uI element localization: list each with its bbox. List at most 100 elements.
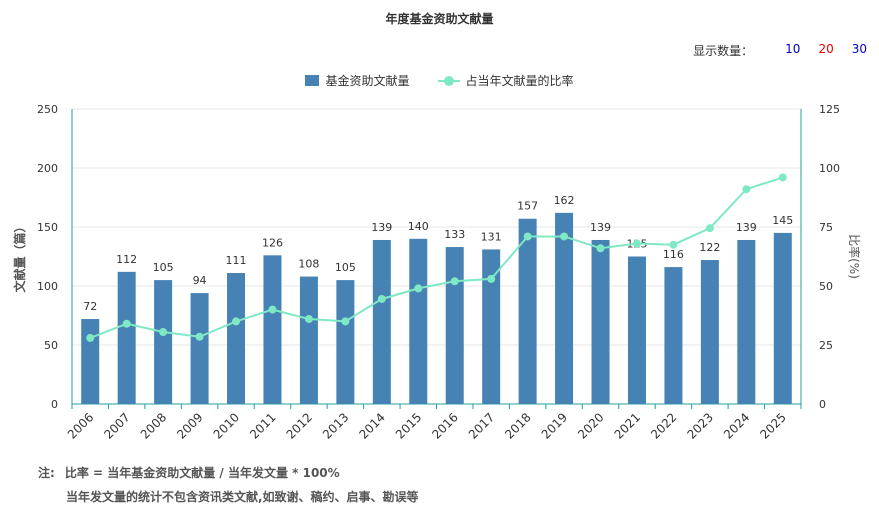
show-count-label: 显示数量： xyxy=(693,44,754,58)
line-point xyxy=(632,239,641,248)
line-point xyxy=(414,284,423,293)
bar-data-label: 72 xyxy=(83,300,97,313)
x-tick-label: 2022 xyxy=(648,410,679,441)
x-tick-label: 2024 xyxy=(721,410,752,441)
bar-data-label: 133 xyxy=(444,228,465,241)
bar-data-label: 111 xyxy=(226,254,247,267)
x-tick-label: 2008 xyxy=(138,410,169,441)
bar xyxy=(737,239,756,404)
bar-data-label: 139 xyxy=(371,221,392,234)
bar xyxy=(263,255,282,404)
note-text-1: 比率 = 当年基金资助文献量 / 当年发文量 * 100% xyxy=(64,466,340,480)
x-tick-label: 2006 xyxy=(65,410,96,441)
line-point xyxy=(596,244,605,253)
line-point xyxy=(742,185,751,194)
line-point xyxy=(377,294,386,303)
x-tick-label: 2018 xyxy=(502,410,533,441)
y-tick-label: 150 xyxy=(37,221,58,234)
bar-data-label: 162 xyxy=(554,194,575,207)
bar xyxy=(154,280,173,404)
show-count-option-10[interactable]: 10 xyxy=(785,42,801,56)
line-series xyxy=(89,176,784,339)
bar xyxy=(117,271,136,404)
bar xyxy=(227,273,246,404)
line-point xyxy=(232,317,241,326)
bar xyxy=(299,276,318,404)
bar xyxy=(555,212,574,404)
line-point xyxy=(304,315,313,324)
bar-data-label: 139 xyxy=(736,221,757,234)
line-point xyxy=(560,232,569,241)
x-tick-label: 2019 xyxy=(539,410,570,441)
bar xyxy=(700,260,719,404)
bar xyxy=(81,319,100,404)
chart-legend: 基金资助文献量 占当年文献量的比率 xyxy=(0,72,879,89)
x-tick-label: 2015 xyxy=(393,410,424,441)
bar-data-label: 105 xyxy=(335,261,356,274)
chart-canvas: 0 50 100 150 200 250 0 25 50 75 100 125 72 112 105 94 11… xyxy=(12,103,862,442)
line-point xyxy=(669,240,678,249)
bar xyxy=(591,239,610,404)
x-tick-label: 2017 xyxy=(466,410,497,441)
y2-tick-label: 25 xyxy=(819,339,833,352)
legend-label-bar: 基金资助文献量 xyxy=(325,74,410,88)
bar xyxy=(409,238,428,404)
chart-title: 年度基金资助文献量 xyxy=(385,12,494,26)
x-tick-label: 2007 xyxy=(101,410,132,441)
bar-data-label: 126 xyxy=(262,236,283,249)
bar xyxy=(664,267,683,404)
y-tick-label: 250 xyxy=(37,103,58,116)
line-point xyxy=(159,328,168,337)
line-point xyxy=(487,274,496,283)
x-tick-label: 2011 xyxy=(247,410,278,441)
y2-tick-label: 0 xyxy=(819,398,826,411)
bar xyxy=(773,232,792,404)
x-tick-label: 2013 xyxy=(320,410,351,441)
y-tick-label: 0 xyxy=(51,398,58,411)
x-tick-label: 2010 xyxy=(211,410,242,441)
x-tick-label: 2014 xyxy=(356,410,387,441)
bar-data-label: 112 xyxy=(116,253,137,266)
bar-data-label: 157 xyxy=(517,200,538,213)
line-point xyxy=(86,333,95,342)
show-count-option-30[interactable]: 30 xyxy=(851,42,867,56)
x-tick-label: 2016 xyxy=(429,410,460,441)
legend-label-line: 占当年文献量的比率 xyxy=(465,74,574,88)
bar xyxy=(372,239,391,404)
x-tick-label: 2009 xyxy=(174,410,205,441)
x-tick-label: 2025 xyxy=(757,410,788,441)
legend-bar-swatch xyxy=(305,75,320,86)
line-point xyxy=(523,232,532,241)
legend-item-line[interactable]: 占当年文献量的比率 xyxy=(437,72,574,89)
x-tick-label: 2012 xyxy=(284,410,315,441)
y2-tick-label: 50 xyxy=(819,280,833,293)
bar-data-label: 94 xyxy=(193,274,207,287)
bar-data-label: 105 xyxy=(153,261,174,274)
y-tick-label: 100 xyxy=(37,280,58,293)
bar xyxy=(518,218,537,404)
line-point xyxy=(778,173,787,182)
y-tick-label: 200 xyxy=(37,162,58,175)
legend-line-swatch xyxy=(437,75,460,87)
legend-item-bar[interactable]: 基金资助文献量 xyxy=(305,72,410,89)
x-tick-label: 2021 xyxy=(612,410,643,441)
bar-data-label: 139 xyxy=(590,221,611,234)
note-line-2: 当年发文量的统计不包含资讯类文献,如致谢、稿约、启事、勘误等 xyxy=(66,490,419,504)
line-point xyxy=(705,224,714,233)
bar-data-label: 140 xyxy=(408,220,429,233)
show-count-option-20[interactable]: 20 xyxy=(818,42,834,56)
bar xyxy=(445,247,464,404)
bar xyxy=(627,256,646,404)
line-point xyxy=(450,277,459,286)
y2-axis-title: 比率(%) xyxy=(847,234,862,279)
x-tick-label: 2023 xyxy=(684,410,715,441)
line-point xyxy=(122,319,131,328)
show-count-selector: 显示数量： 10 20 30 xyxy=(693,42,867,59)
bar xyxy=(336,280,355,404)
bar-data-label: 145 xyxy=(772,214,793,227)
y2-tick-label: 100 xyxy=(819,162,840,175)
bar-data-label: 116 xyxy=(663,248,684,261)
bar xyxy=(190,293,209,404)
bar-data-label: 108 xyxy=(298,258,319,271)
bar-data-label: 122 xyxy=(699,241,720,254)
